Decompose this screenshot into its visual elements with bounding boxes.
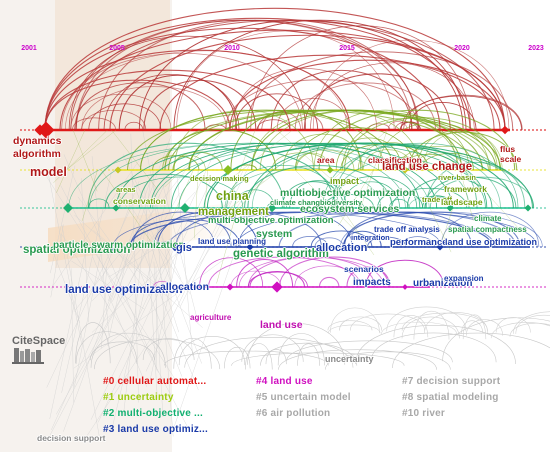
keyword-label[interactable]: classification	[367, 154, 422, 166]
keyword-label[interactable]: area	[316, 154, 335, 166]
keyword-label[interactable]: land use	[259, 318, 303, 332]
keyword-label[interactable]: trade off	[421, 194, 453, 205]
keyword-label[interactable]: spatial compactness	[447, 224, 528, 235]
keyword-label[interactable]: multiobjective optimization	[279, 186, 416, 200]
logo-text: CiteSpace	[12, 335, 65, 347]
keyword-label[interactable]: decision making	[189, 173, 250, 184]
keyword-label[interactable]: river basin	[437, 172, 477, 183]
cluster-legend-item[interactable]: #6 air pollution	[256, 408, 330, 419]
keyword-label[interactable]: multi-objective optimization	[207, 214, 334, 227]
keyword-label[interactable]: allocation	[315, 241, 368, 255]
keyword-label[interactable]: impact	[329, 175, 360, 187]
keyword-label[interactable]: land use optimization	[444, 236, 538, 248]
keyword-node[interactable]	[246, 243, 254, 251]
keyword-node[interactable]	[63, 203, 73, 213]
keyword-node[interactable]	[114, 166, 122, 174]
keyword-node[interactable]	[446, 204, 454, 212]
keyword-label[interactable]: allocation	[159, 280, 210, 294]
keyword-label[interactable]: land use change	[381, 160, 473, 174]
keyword-node[interactable]	[330, 203, 340, 213]
year-label: 2015	[339, 45, 355, 52]
year-axis: 2001 2005 2010 2015 2020 2023	[21, 45, 544, 52]
keyword-node[interactable]	[326, 166, 334, 174]
keyword-label[interactable]: flus	[499, 143, 516, 155]
keyword-label[interactable]: china	[215, 188, 250, 204]
keyword-node[interactable]	[226, 283, 234, 291]
keyword-label[interactable]: ecosystem services	[299, 202, 400, 216]
keyword-label[interactable]: trade off analysis	[373, 224, 441, 235]
year-label: 2010	[224, 45, 240, 52]
keyword-label[interactable]: dynamics	[12, 134, 62, 148]
keyword-label[interactable]: areas	[115, 184, 136, 195]
keyword-node[interactable]	[436, 243, 444, 251]
keyword-node[interactable]	[223, 165, 233, 175]
keyword-node[interactable]	[107, 242, 117, 252]
keyword-label[interactable]: framework	[443, 183, 488, 195]
keyword-label[interactable]: agriculture	[189, 312, 232, 323]
keyword-label[interactable]: integration	[350, 232, 391, 243]
keyword-node[interactable]	[112, 204, 120, 212]
keyword-label[interactable]: climate	[473, 213, 503, 224]
cluster-legend: #0 cellular automat... #1 uncertainty #2 m…	[103, 376, 501, 435]
keyword-node[interactable]	[401, 166, 409, 174]
logo-books-icon	[12, 348, 44, 364]
keyword-label[interactable]: conservation	[112, 195, 167, 207]
year-label: 2001	[21, 45, 37, 52]
year-label: 2020	[454, 45, 470, 52]
keyword-label[interactable]: scenarios	[343, 263, 385, 275]
keyword-label[interactable]: uncertainty	[324, 353, 374, 365]
keyword-label[interactable]: algorithm	[12, 147, 61, 161]
keyword-label[interactable]: spatial optimization	[22, 243, 131, 257]
keyword-node[interactable]	[267, 203, 277, 213]
keyword-label[interactable]: system	[255, 227, 293, 241]
cluster-legend-item[interactable]: #1 uncertainty	[103, 392, 174, 403]
keyword-label[interactable]: model	[29, 164, 67, 180]
cluster-legend-item[interactable]: #7 decision support	[402, 376, 501, 387]
keyword-nodes	[34, 121, 532, 293]
cluster-legend-item[interactable]: #2 multi-objective ...	[103, 408, 203, 419]
keyword-node[interactable]	[271, 281, 283, 293]
keyword-label[interactable]: management	[197, 205, 270, 219]
keyword-label[interactable]: scale	[499, 153, 522, 165]
cluster-legend-item[interactable]: #3 land use optimiz...	[103, 424, 208, 435]
keyword-label[interactable]: impacts	[352, 276, 392, 289]
keyword-label[interactable]: particle swarm optimization	[52, 239, 185, 252]
keyword-node[interactable]	[500, 125, 510, 135]
cluster-legend-item[interactable]: #0 cellular automat...	[103, 376, 206, 387]
year-label: 2005	[109, 45, 125, 52]
cluster-legend-item[interactable]: #5 uncertain model	[256, 392, 351, 403]
keyword-label[interactable]: expansion	[443, 273, 484, 284]
cluster-legend-item[interactable]: #4 land use	[256, 376, 313, 387]
keyword-label[interactable]: decision support	[36, 432, 106, 444]
cluster-legend-item[interactable]: #8 spatial modeling	[402, 392, 499, 403]
keyword-node[interactable]	[180, 203, 190, 213]
keyword-label[interactable]: gis	[175, 241, 193, 255]
keyword-label[interactable]: land use optimization	[64, 283, 183, 297]
keyword-node[interactable]	[524, 204, 532, 212]
keyword-node[interactable]	[170, 242, 180, 252]
keyword-label[interactable]: urbanization	[412, 277, 473, 290]
keyword-label[interactable]: biodiversity	[319, 197, 364, 208]
keyword-label[interactable]: land use planning	[197, 236, 267, 247]
keyword-label[interactable]: genetic algorithm	[232, 247, 329, 261]
cluster-legend-item[interactable]: #10 river	[402, 408, 445, 419]
citespace-logo: CiteSpace	[12, 335, 65, 364]
year-label: 2023	[528, 45, 544, 52]
keyword-label[interactable]: landscape	[440, 196, 483, 208]
keyword-label[interactable]: performance	[389, 236, 448, 249]
keyword-label[interactable]: climate change	[269, 197, 325, 208]
keyword-node[interactable]	[402, 284, 408, 290]
